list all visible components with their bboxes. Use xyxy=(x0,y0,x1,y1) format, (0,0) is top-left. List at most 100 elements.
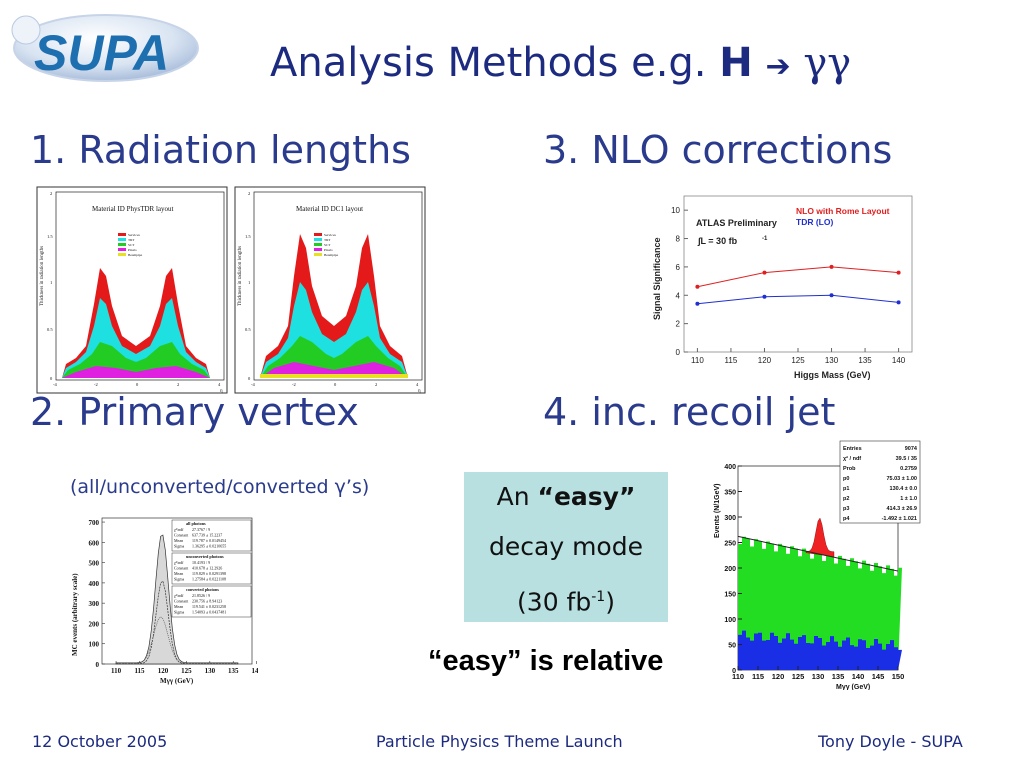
rec-stats-key: χ² / ndf xyxy=(843,455,861,462)
svg-text:0: 0 xyxy=(136,382,139,387)
pv-ytick-label: 600 xyxy=(89,539,100,547)
svg-text:Services: Services xyxy=(324,233,336,237)
nlo-ytick-label: 4 xyxy=(676,291,681,300)
rec-stats-val: 75.03 ± 1.00 xyxy=(886,476,917,482)
svg-text:0.5: 0.5 xyxy=(47,327,53,332)
pv-stats-val: 410.678 ± 12.2926 xyxy=(192,566,222,571)
nlo-ytick-label: 0 xyxy=(676,348,681,357)
pv-xtick-label: 125 xyxy=(181,667,192,675)
rec-stats-key: Entries xyxy=(843,446,862,452)
rec-ytick-label: 0 xyxy=(732,668,736,675)
nlo-luminosity-sup: -1 xyxy=(762,236,768,242)
pv-stats-name-0: all photons xyxy=(186,521,206,526)
rec-xtick-label: 135 xyxy=(832,672,845,681)
page-title: Analysis Methods e.g. H ➔ γγ xyxy=(270,40,851,86)
svg-text:SCT: SCT xyxy=(324,243,331,247)
rad-right-stack xyxy=(260,234,408,378)
nlo-significance-chart: 0 2 4 6 8 10 110 115 120 125 130 135 140 Higgs Mass (… xyxy=(652,195,913,380)
rec-stats-val: 9074 xyxy=(905,446,918,452)
pv-xtick-label: 110 xyxy=(111,667,122,675)
rec-blue-histogram xyxy=(738,630,902,670)
nlo-plot-frame xyxy=(683,195,913,353)
pv-stats-key: χ²/ndf xyxy=(174,527,184,532)
radiation-plot-left: Material ID PhysTDR layout Thickness in … xyxy=(36,186,228,394)
rec-xtick-label: 140 xyxy=(852,672,865,681)
svg-text:0: 0 xyxy=(334,382,337,387)
pv-xtick-label: 130 xyxy=(205,667,216,675)
rad-right-yticks: 2 1.5 1 0.5 0 xyxy=(245,191,251,381)
svg-text:4: 4 xyxy=(416,382,419,387)
pv-stats-key: χ²/ndf xyxy=(174,560,184,565)
svg-text:-2: -2 xyxy=(292,382,296,387)
pv-stats-val: 1.27584 ± 0.0221108 xyxy=(192,577,226,582)
svg-text:Beampipe: Beampipe xyxy=(128,253,143,257)
pv-ytick-label: 100 xyxy=(89,641,100,649)
rec-ytick-label: 50 xyxy=(728,643,736,650)
nlo-series-line-1 xyxy=(697,294,899,305)
nlo-point-1-1 xyxy=(762,294,767,299)
pv-stats-val: 119.787 ± 0.0149454 xyxy=(192,538,226,543)
rad-left-xlabel: η xyxy=(220,389,223,394)
rad-left-ylabel: Thickness in radiation lengths xyxy=(40,246,45,306)
pv-ytick-label: 300 xyxy=(89,600,100,608)
nlo-point-0-1 xyxy=(762,270,767,275)
title-gamma: γγ xyxy=(803,40,852,86)
nlo-xtick-label: 110 xyxy=(691,356,704,365)
svg-text:1.5: 1.5 xyxy=(245,234,251,239)
rec-ytick-label: 100 xyxy=(724,617,736,624)
pv-stats-val: 119.541 ± 0.0231258 xyxy=(192,604,226,609)
footer-author: Tony Doyle - SUPA xyxy=(818,732,963,751)
pv-ytick-label: 200 xyxy=(89,620,100,628)
footer-date: 12 October 2005 xyxy=(32,732,168,751)
nlo-xtick-label: 135 xyxy=(858,356,872,365)
nlo-legend-0: NLO with Rome Layout xyxy=(796,206,890,216)
title-prefix: Analysis Methods e.g. xyxy=(270,40,720,86)
rec-fit-line xyxy=(737,535,899,572)
rec-stats-key: p1 xyxy=(843,486,849,492)
rec-ytick-label: 250 xyxy=(724,541,736,548)
pv-stats-val: 1.36295 ± 0.0210655 xyxy=(192,544,226,549)
pv-ytick-label: 700 xyxy=(89,519,100,527)
rec-ytick-label: 350 xyxy=(724,490,736,497)
nlo-series-line-0 xyxy=(697,266,899,288)
pv-stats-key: Sigma xyxy=(174,610,184,615)
pv-xtick-label: 120 xyxy=(158,667,169,675)
easy-decay-box: An “easy” decay mode (30 fb-1) xyxy=(464,472,668,622)
easy-line-2: decay mode xyxy=(489,532,643,561)
rec-ytick-label: 400 xyxy=(724,464,736,471)
rec-stats-key: p2 xyxy=(843,496,849,502)
rec-xtick-label: 115 xyxy=(752,672,764,681)
rec-stats-key: p3 xyxy=(843,506,849,512)
svg-text:0.5: 0.5 xyxy=(245,327,251,332)
rec-xtick-label: 130 xyxy=(812,672,825,681)
pv-stats-key: Constant xyxy=(174,599,189,604)
svg-text:1.5: 1.5 xyxy=(47,234,53,239)
nlo-point-1-0 xyxy=(695,301,700,306)
rec-stats-val: 1 ± 1.0 xyxy=(900,496,917,502)
pv-stats-key: Mean xyxy=(174,571,183,576)
svg-text:2: 2 xyxy=(50,191,52,196)
svg-text:Services: Services xyxy=(128,233,140,237)
pv-stats-name-1: unconverted photons xyxy=(186,554,224,559)
rec-stats-val: 414.3 ± 26.9 xyxy=(886,506,917,512)
rec-signal-peak xyxy=(805,517,835,558)
svg-text:Pixels: Pixels xyxy=(324,248,333,252)
supa-logo: SUPA xyxy=(11,14,199,82)
pv-stats-box-1 xyxy=(171,552,252,585)
rec-stats-val: -1.492 ± 1.021 xyxy=(882,516,917,522)
pv-xtick-label: 115 xyxy=(134,667,145,675)
pv-histogram-2 xyxy=(116,616,238,664)
pv-xlabel: Mγγ (GeV) xyxy=(160,677,194,685)
heading-primary-vertex: 2. Primary vertex xyxy=(30,390,359,434)
nlo-annotation: ATLAS Preliminary xyxy=(696,218,777,228)
vertex-note: (all/unconverted/converted γ’s) xyxy=(70,476,370,498)
pv-stats-box-2 xyxy=(171,585,252,618)
rad-right-legend: Services TRT SCT Pixels Beampipe xyxy=(314,233,339,257)
pv-ytick-label: 500 xyxy=(89,560,100,568)
logo-text: SUPA xyxy=(34,25,169,81)
svg-text:-2: -2 xyxy=(94,382,98,387)
svg-text:2: 2 xyxy=(248,191,250,196)
pv-stats-key: Constant xyxy=(174,533,189,538)
pv-stats-key: Mean xyxy=(174,604,183,609)
title-higgs: H xyxy=(719,40,753,86)
